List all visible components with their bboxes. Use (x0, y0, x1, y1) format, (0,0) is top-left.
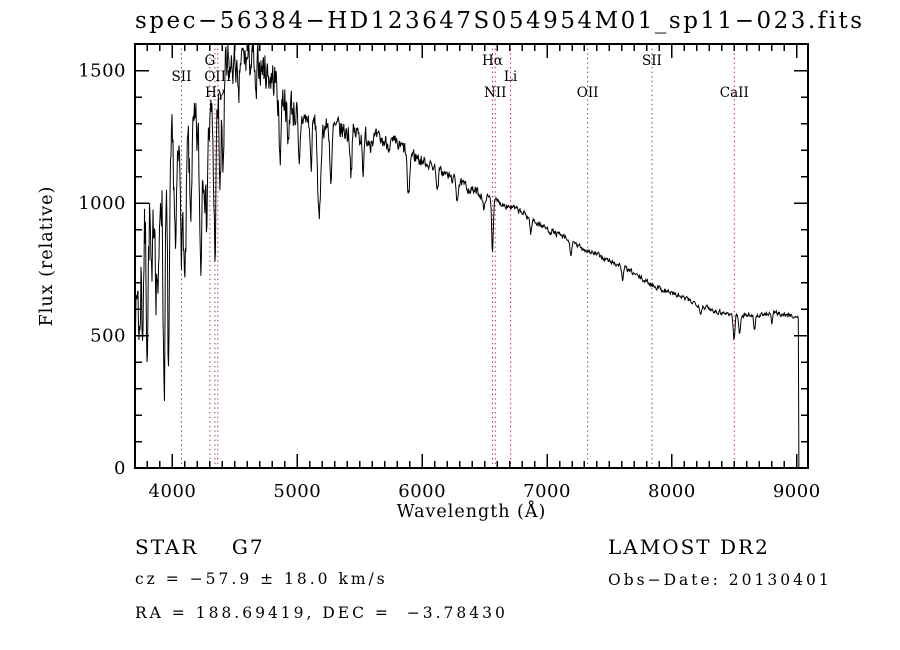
x-tick-label: 7000 (523, 481, 571, 502)
plot-title: spec−56384−HD123647S054954M01_sp11−023.f… (135, 8, 865, 34)
plot-frame (134, 43, 809, 469)
x-tick-label: 5000 (273, 481, 321, 502)
spectral-line-label: NII (484, 85, 506, 101)
y-tick-label: 1500 (78, 61, 126, 82)
spectral-line-label: Hγ (205, 85, 225, 101)
spectral-line-label: SII (642, 53, 662, 69)
spectral-line-label: Li (504, 69, 518, 85)
y-axis-label: Flux (relative) (37, 185, 57, 327)
x-tick-label: 8000 (648, 481, 696, 502)
annotation-class: STAR G7 (135, 535, 265, 559)
x-tick-label: 4000 (149, 481, 197, 502)
spectral-line-label: OII (577, 85, 599, 101)
y-tick-label: 1000 (78, 193, 126, 214)
spectral-line-label: SII (171, 69, 191, 85)
y-tick-label: 500 (90, 326, 126, 347)
x-tick-label: 6000 (398, 481, 446, 502)
x-tick-label: 9000 (773, 481, 821, 502)
spectral-line-label: CaII (720, 85, 749, 101)
spectral-line-label: G (205, 53, 216, 69)
annotation-survey: LAMOST DR2 (608, 535, 770, 559)
y-tick-label: 0 (114, 458, 126, 479)
annotation-cz: cz = −57.9 ± 18.0 km/s (135, 570, 388, 588)
annotation-obsdate: Obs−Date: 20130401 (608, 571, 832, 589)
annotation-radec: RA = 188.69419, DEC = −3.78430 (135, 604, 508, 622)
spectral-line-label: Hα (482, 53, 503, 69)
x-axis-label: Wavelength (Å) (396, 502, 547, 522)
spectrum-trace (135, 44, 800, 469)
